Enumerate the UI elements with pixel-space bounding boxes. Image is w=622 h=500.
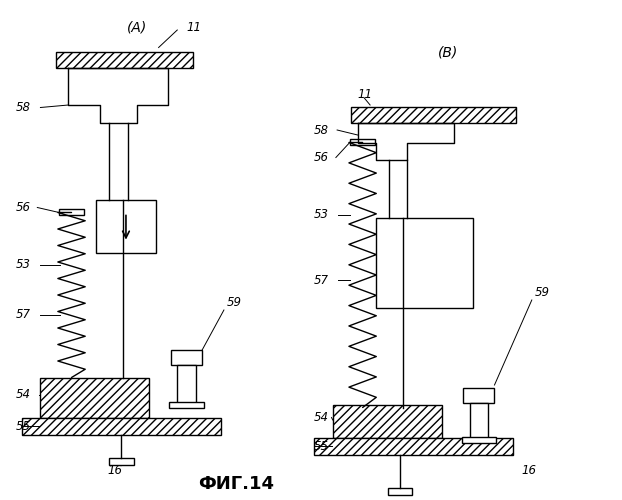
Bar [388, 488, 412, 495]
Text: 16: 16 [108, 464, 123, 477]
Text: 11: 11 [187, 21, 202, 34]
Text: (A): (A) [127, 20, 147, 34]
Text: 56: 56 [314, 151, 329, 164]
Bar [177, 365, 196, 403]
Text: 54: 54 [16, 388, 30, 402]
Bar [314, 438, 513, 455]
Text: 53: 53 [16, 258, 30, 272]
Bar [96, 200, 156, 252]
Text: (B): (B) [438, 46, 458, 60]
Bar [40, 378, 149, 418]
Bar [376, 218, 473, 308]
Text: 11: 11 [358, 88, 373, 102]
Bar [350, 139, 375, 145]
Text: 58: 58 [314, 124, 329, 136]
Text: 54: 54 [314, 411, 329, 424]
Bar [56, 52, 193, 68]
Bar [351, 108, 516, 122]
Text: 57: 57 [314, 274, 329, 286]
Bar [22, 418, 221, 435]
Bar [109, 458, 134, 465]
Text: 56: 56 [16, 201, 30, 214]
Bar [171, 350, 202, 365]
Bar [470, 402, 488, 438]
Text: 59: 59 [535, 286, 550, 299]
Text: ФИГ.14: ФИГ.14 [198, 475, 274, 493]
Bar [333, 405, 442, 438]
Text: 59: 59 [227, 296, 242, 309]
Bar [462, 436, 496, 442]
Bar [169, 402, 204, 407]
Text: 55: 55 [314, 440, 329, 452]
Text: 16: 16 [521, 464, 536, 477]
Bar [59, 209, 84, 215]
Text: 55: 55 [16, 420, 30, 432]
Text: 53: 53 [314, 208, 329, 222]
Text: 58: 58 [16, 101, 30, 114]
Text: 57: 57 [16, 308, 30, 322]
Bar [463, 388, 494, 402]
